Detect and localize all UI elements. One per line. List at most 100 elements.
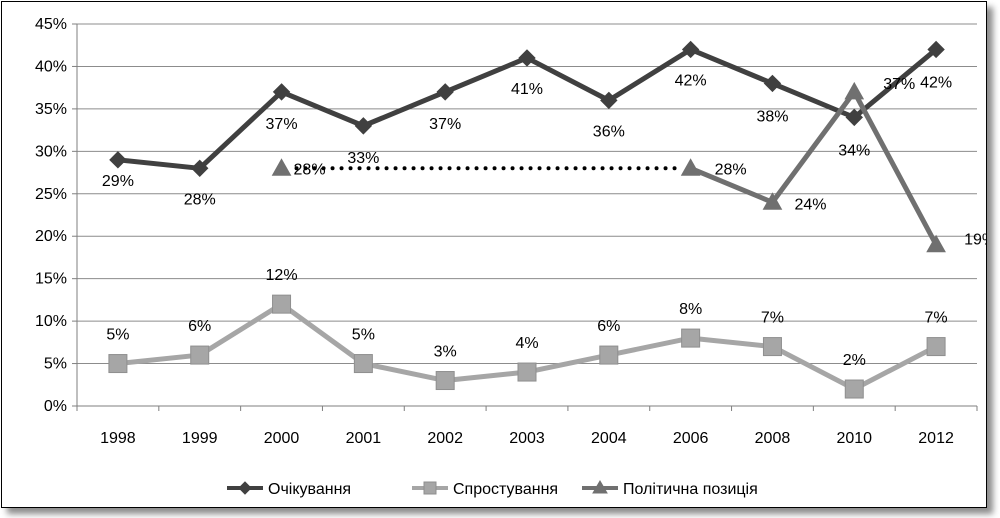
legend-label: Політична позиція xyxy=(623,481,758,498)
data-point xyxy=(763,74,782,93)
data-point xyxy=(844,379,864,399)
data-label: 5% xyxy=(352,327,375,344)
data-point xyxy=(108,354,128,374)
series-0: 29% 28% 37% 33% 37% 41% 36% 42% 38% 34% 42% xyxy=(102,46,952,208)
y-tick-label: 15% xyxy=(35,271,67,288)
data-point xyxy=(599,345,619,365)
series-line-segment xyxy=(115,157,203,171)
x-tick-label: 2003 xyxy=(509,430,545,447)
data-point xyxy=(436,83,454,101)
series-line-segment xyxy=(524,55,612,103)
data-point xyxy=(353,354,373,374)
series-line-segment xyxy=(606,46,694,103)
y-tick-label: 25% xyxy=(35,186,67,203)
line-chart: 0% 5% 10% 15% 20% 25% 30% 35% 40% 45% 1998 1999 2000… xyxy=(35,16,986,498)
data-point xyxy=(926,234,946,253)
series-line-segment xyxy=(442,369,530,384)
x-tick-label: 2010 xyxy=(836,430,872,447)
series-line-segment xyxy=(606,335,694,358)
series-1: 5% 6% 12% 5% 3% 4% 6% 8% 7% 2% 7% xyxy=(106,267,948,392)
data-label: 28% xyxy=(184,191,216,208)
series-line-segment xyxy=(851,344,939,392)
data-label: 29% xyxy=(102,173,134,190)
series-line-segment xyxy=(360,361,448,384)
x-tick-label: 1999 xyxy=(182,430,218,447)
data-label: 19% xyxy=(964,232,986,249)
data-label: 37% xyxy=(266,116,298,133)
series-line-segment xyxy=(360,89,448,129)
data-point xyxy=(845,108,863,127)
series-line-segment xyxy=(524,352,612,375)
series-line-segment xyxy=(769,344,857,392)
data-point xyxy=(762,192,783,210)
data-label: 7% xyxy=(761,310,784,327)
data-label: 8% xyxy=(679,301,702,318)
legend-label: Спростування xyxy=(453,481,558,498)
x-tick-label: 2012 xyxy=(918,430,954,447)
series-line-segment xyxy=(688,335,775,350)
series-line-segment xyxy=(688,46,775,86)
data-label: 33% xyxy=(347,150,379,167)
x-tick-label: 2008 xyxy=(755,430,791,447)
data-label: 42% xyxy=(920,74,952,91)
data-point xyxy=(600,91,618,110)
data-label: 34% xyxy=(838,142,870,159)
data-label: 24% xyxy=(794,196,826,213)
data-label: 6% xyxy=(188,318,211,335)
legend-marker xyxy=(238,481,252,495)
data-point xyxy=(272,294,292,314)
y-tick-label: 45% xyxy=(35,16,67,33)
data-point xyxy=(762,337,782,357)
data-label: 7% xyxy=(925,310,948,327)
data-point xyxy=(517,362,537,382)
series-line-segment xyxy=(197,89,285,171)
y-tick-label: 40% xyxy=(35,58,67,75)
data-label: 38% xyxy=(756,108,788,125)
series-line-segment xyxy=(442,55,530,95)
legend-label: Очікування xyxy=(268,481,351,498)
data-point xyxy=(271,158,292,176)
data-label: 5% xyxy=(106,327,129,344)
data-point xyxy=(109,151,127,169)
data-label: 2% xyxy=(843,352,866,369)
y-tick-label: 20% xyxy=(35,228,67,245)
data-point xyxy=(354,117,373,135)
y-tick-label: 5% xyxy=(44,356,67,373)
data-point xyxy=(927,40,945,59)
x-tick-label: 2002 xyxy=(427,430,463,447)
data-label: 4% xyxy=(515,335,538,352)
x-tick-label: 2006 xyxy=(673,430,709,447)
series-line-segment xyxy=(769,89,857,205)
y-tick-label: 35% xyxy=(35,101,67,118)
data-point xyxy=(435,371,455,391)
chart-frame: 0% 5% 10% 15% 20% 25% 30% 35% 40% 45% 1998 1999 2000… xyxy=(1,1,987,508)
series-line-segment xyxy=(851,89,939,248)
x-tick-label: 1998 xyxy=(100,430,136,447)
x-tick-label: 2001 xyxy=(346,430,382,447)
legend-marker xyxy=(423,481,437,495)
series-line-segment xyxy=(851,46,939,120)
series-line-segment xyxy=(279,89,366,129)
series-line-segment xyxy=(197,301,285,358)
data-point xyxy=(844,81,865,100)
data-label: 12% xyxy=(266,267,298,284)
data-label: 6% xyxy=(597,318,620,335)
series-line-segment xyxy=(688,165,775,205)
y-tick-label: 30% xyxy=(35,143,67,160)
data-point xyxy=(272,83,291,101)
data-point xyxy=(191,159,209,178)
y-tick-label: 10% xyxy=(35,313,67,330)
data-point xyxy=(518,49,536,67)
data-point xyxy=(926,337,946,357)
data-point xyxy=(681,328,701,348)
series-line-segment xyxy=(279,301,366,367)
legend-marker xyxy=(592,480,608,494)
y-tick-label: 0% xyxy=(44,398,67,415)
data-label: 28% xyxy=(294,161,326,178)
data-label: 3% xyxy=(434,344,457,361)
data-label: 28% xyxy=(715,161,747,178)
data-point xyxy=(681,40,700,59)
series-2: 28% 28% 24% 37% 19% xyxy=(294,76,986,249)
data-label: 36% xyxy=(593,123,625,140)
data-label: 37% xyxy=(429,116,461,133)
